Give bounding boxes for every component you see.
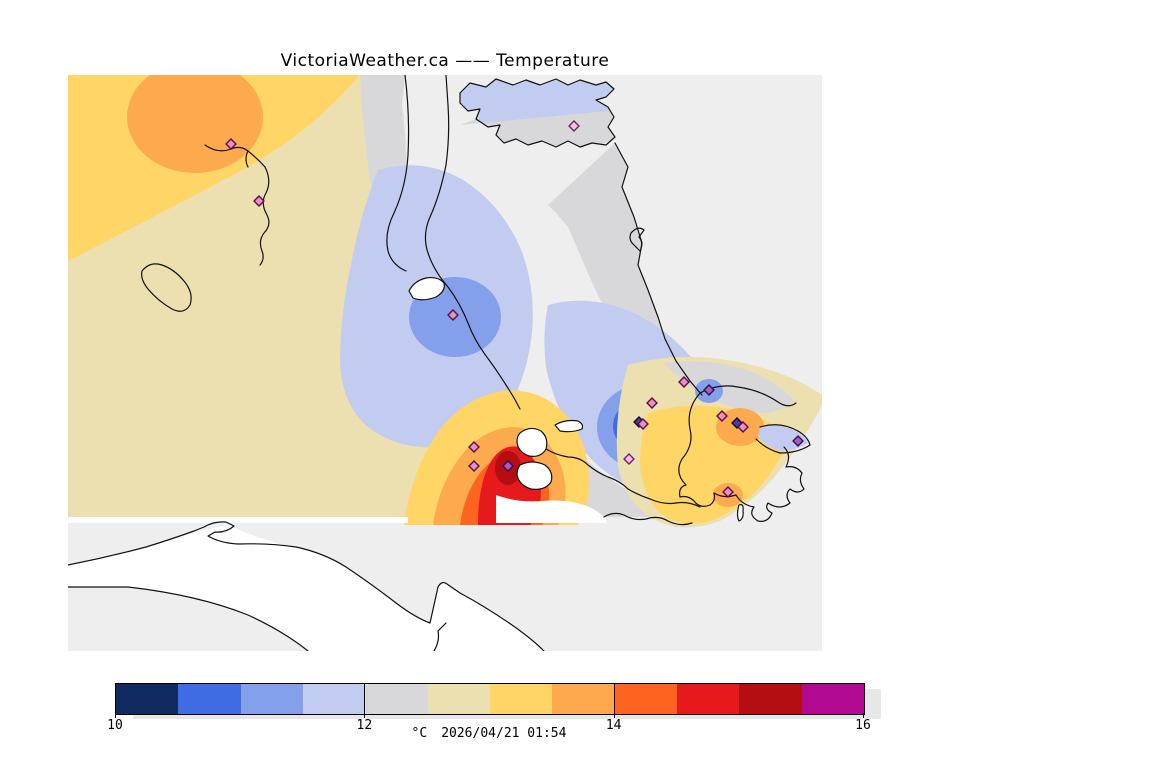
- station-marker: [253, 195, 265, 207]
- islet-south: [736, 504, 744, 522]
- station-marker: [637, 418, 649, 430]
- nodata-satellite-channel: [464, 130, 618, 188]
- colorbar-tick-label: 10: [107, 718, 123, 733]
- timestamp-label: 2026/04/21 01:54: [441, 726, 567, 741]
- coastlines: [68, 75, 811, 651]
- colorbar-segment: [739, 684, 802, 714]
- colorbar-tick: [364, 713, 366, 718]
- belowscale-band-west: [68, 517, 408, 523]
- colorbar: [115, 683, 865, 715]
- station-marker: [722, 486, 734, 498]
- station-marker: [737, 421, 749, 433]
- colorbar-tick: [613, 713, 615, 718]
- warm-core-northwest: [127, 75, 263, 173]
- coast-sanjuan-north: [699, 385, 797, 407]
- harbour-spit: [554, 419, 584, 433]
- station-markers: [225, 120, 804, 498]
- coast-sanjuan-west-south: [678, 392, 805, 522]
- belowscale-sea-victoria: [496, 495, 604, 523]
- coast-inlet-piece: [408, 276, 445, 301]
- coast-sidney-hook: [629, 227, 645, 252]
- station-marker: [646, 397, 658, 409]
- sanjuan-neutral-north: [664, 361, 794, 413]
- colorbar-segment: [240, 684, 303, 714]
- colorbar-divider: [613, 683, 615, 715]
- coast-peninsula-east: [614, 142, 703, 396]
- coast-olympic-inland: [68, 586, 447, 651]
- royal-roads-lagoon: [516, 461, 553, 490]
- coast-victoria-front: [545, 448, 701, 508]
- esquimalt-harbour: [516, 427, 548, 457]
- colorbar-segment: [178, 684, 241, 714]
- station-marker: [792, 435, 804, 447]
- colorbar-tick: [863, 713, 864, 718]
- station-marker: [716, 410, 728, 422]
- colorbar-tick-label: 14: [605, 718, 622, 733]
- peninsula-neutral: [548, 143, 702, 395]
- lake-outline: [141, 263, 192, 312]
- coast-inlet-west: [386, 75, 410, 272]
- station-marker: [225, 138, 237, 150]
- colorbar-segment: [365, 684, 428, 714]
- colorbar-tick-label: 12: [356, 718, 373, 733]
- colorbar-tick-label: 16: [855, 718, 871, 733]
- station-marker: [623, 453, 635, 465]
- colorbar-tick: [115, 713, 116, 718]
- station-marker: [468, 460, 480, 472]
- contour-field: [68, 75, 822, 528]
- coast-sanjuan-ne-finger: [755, 424, 811, 454]
- station-marker: [568, 120, 580, 132]
- olympic-peninsula-land: [68, 525, 544, 651]
- coast-victoria-south: [603, 512, 693, 526]
- map-title: VictoriaWeather.ca —— Temperature: [280, 51, 610, 71]
- station-marker: [703, 384, 715, 396]
- station-marker: [468, 441, 480, 453]
- colorbar-footer: °C 2026/04/21 01:54: [115, 726, 863, 741]
- station-marker: [678, 376, 690, 388]
- colorbar-segment: [427, 684, 490, 714]
- nodata-land: [68, 525, 544, 651]
- map-canvas: [68, 75, 822, 651]
- coast-sooke-inlet: [259, 166, 270, 266]
- sanjuan-cool-finger: [758, 425, 808, 451]
- colorbar-segment: [552, 684, 615, 714]
- nodata-northeast: [445, 75, 822, 324]
- station-marker: [502, 460, 514, 472]
- coast-peninsula-west: [424, 75, 521, 410]
- colorbar-segment: [489, 684, 553, 714]
- coast-island: [459, 78, 616, 148]
- colorbar-segment: [614, 684, 677, 714]
- colorbar-segment: [302, 684, 366, 714]
- colorbar-segment: [801, 684, 864, 714]
- temperature-map: [68, 75, 822, 651]
- colorbar-segment: [116, 684, 179, 714]
- coast-olympic-shore: [68, 521, 545, 651]
- island-fill-neutral: [460, 111, 615, 147]
- colorbar-divider: [364, 683, 366, 715]
- colorbar-segment: [676, 684, 740, 714]
- coast-sooke-spit: [204, 144, 266, 168]
- station-marker: [447, 309, 459, 321]
- unit-label: °C: [411, 726, 428, 741]
